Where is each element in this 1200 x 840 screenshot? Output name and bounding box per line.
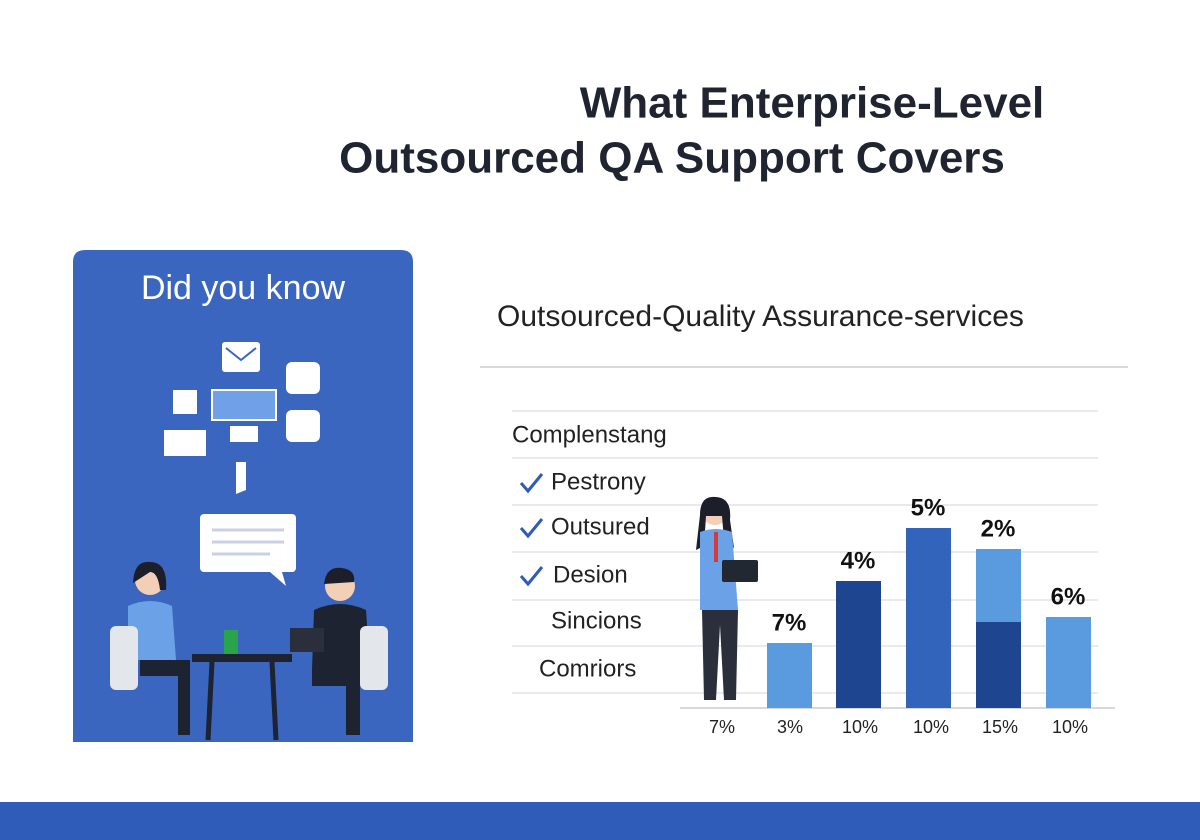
bar-label: 5% xyxy=(911,494,946,521)
bars xyxy=(767,528,1091,708)
bottom-label: 10% xyxy=(842,717,878,737)
check xyxy=(519,566,544,587)
list-item: Comriors xyxy=(539,655,636,682)
title-line: Outsourced QA Support Covers xyxy=(339,134,1005,183)
list-item: Complenstang xyxy=(512,421,667,448)
bottom-label: 15% xyxy=(982,717,1018,737)
bar-label: 6% xyxy=(1051,583,1086,610)
check xyxy=(519,518,544,539)
subtitle: Outsourced-Quality Assurance-services xyxy=(497,300,1024,333)
list-item: Sincions xyxy=(551,607,642,634)
title-line: What Enterprise-Level xyxy=(580,79,1045,128)
bar-label: 7% xyxy=(772,609,807,636)
bottom-label: 10% xyxy=(913,717,949,737)
illustration xyxy=(110,342,388,741)
card-title: Did you know xyxy=(141,269,346,307)
bar-label: 4% xyxy=(841,547,876,574)
list-item: Desion xyxy=(553,561,628,588)
bottom-label: 7% xyxy=(709,717,735,737)
bar-label: 2% xyxy=(981,515,1016,542)
list-item: Pestrony xyxy=(551,468,646,495)
presenter xyxy=(696,496,758,700)
footer-band xyxy=(0,802,1200,840)
check xyxy=(519,473,544,494)
bottom-label: 10% xyxy=(1052,717,1088,737)
list-item: Outsured xyxy=(551,513,650,540)
bottom-label: 3% xyxy=(777,717,803,737)
